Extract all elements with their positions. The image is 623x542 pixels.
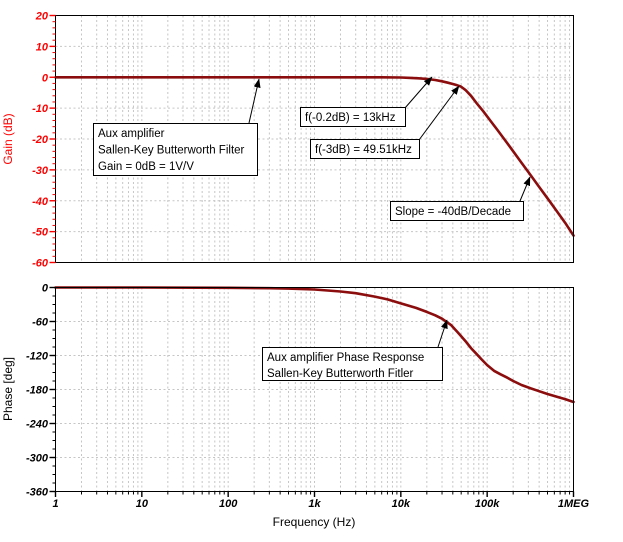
annotation-text: Slope = -40dB/Decade [395,206,511,218]
x-tick-label: 1k [308,498,321,510]
x-tick-label: 10 [136,498,149,510]
annotation-arrow [248,78,261,124]
x-tick-label: 1MEG [558,498,590,510]
gain-ytick-label: -40 [32,196,49,208]
gain-ytick-label: -50 [32,227,49,239]
gain-ytick-label: 10 [36,41,49,53]
annotation-text: Aux amplifier [98,128,165,140]
annotation-text: Sallen-Key Butterworth Filter [98,145,245,157]
annotation-box [300,107,406,127]
phase-ytick-label: -360 [26,487,49,499]
annotation-text: Sallen-Key Butterworth Fitler [267,368,414,380]
annotation-arrow [519,176,531,202]
gain-axis-title: Gain (dB) [1,113,15,164]
annotation-box [93,123,258,176]
gain-ytick-label: -20 [32,134,49,146]
annotation-box [310,139,420,159]
gain-ytick-label: -10 [32,103,49,115]
x-axis-title: Frequency (Hz) [273,515,356,529]
phase-ytick-label: -240 [26,419,49,431]
annotation-arrow [418,85,460,141]
phase-ytick-label: 0 [42,283,49,295]
x-tick-label: 100k [475,498,500,510]
gain-ytick-label: 20 [35,11,49,23]
gain-ytick-label: -30 [32,165,49,177]
gain-response-curve [54,76,575,237]
phase-ytick-label: -120 [26,351,49,363]
phase-axis-title: Phase [deg] [1,357,15,421]
gain-ytick-label: 0 [42,72,49,84]
annotation-text: f(-3dB) = 49.51kHz [315,144,412,156]
x-tick-label: 1 [52,498,58,510]
annotation-text: f(-0.2dB) = 13kHz [305,112,396,124]
annotation-arrow [404,76,433,109]
gain-ytick-label: -60 [32,258,49,270]
phase-ytick-label: -180 [26,385,49,397]
phase-ytick-label: -300 [26,453,49,465]
annotation-box [262,347,443,381]
phase-ytick-label: -60 [32,317,49,329]
annotation-box [390,201,524,221]
annotation-arrow [437,319,448,348]
annotation-text: Gain = 0dB = 1V/V [98,161,194,173]
annotation-text: Aux amplifier Phase Response [267,352,424,364]
x-tick-label: 100 [219,498,238,510]
phase-response-curve [54,286,575,404]
x-tick-label: 10k [392,498,411,510]
